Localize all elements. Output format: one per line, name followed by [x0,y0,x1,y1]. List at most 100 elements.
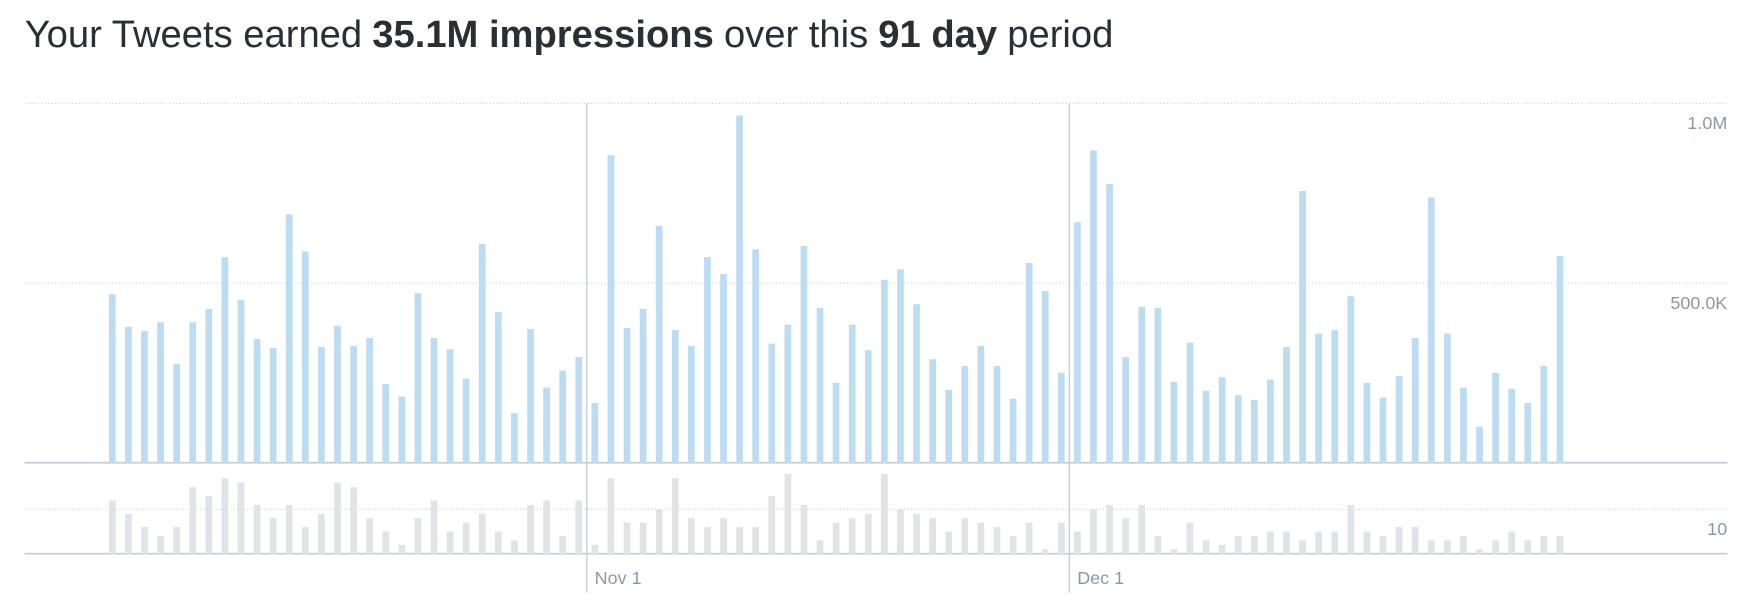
bar [1540,366,1548,463]
bar [446,531,454,554]
bar [655,509,663,554]
bar [221,257,229,463]
bar [929,518,936,554]
bar [671,478,679,554]
bar [655,225,663,463]
bar [350,487,357,554]
bar [301,251,309,463]
bar [1090,509,1097,554]
bar [1186,342,1194,463]
bar [1267,379,1274,463]
bar [639,522,647,554]
bar [559,535,567,554]
bar [1315,333,1323,463]
bar [993,527,1001,554]
bar [752,527,760,554]
bar [1379,535,1387,554]
y-tick-label: 500.0K [1670,293,1727,313]
bar [848,324,856,463]
bar [1508,531,1516,554]
bar [1122,357,1130,463]
bar [334,482,341,554]
bar [511,413,518,463]
bar [366,518,374,554]
headline-segment: 91 day [878,13,998,56]
bar [881,279,888,463]
bar [1202,540,1210,554]
bar [800,246,808,463]
bar [704,527,711,554]
x-tick-label: Dec 1 [1077,568,1124,588]
bar [720,518,727,554]
bar [1460,387,1467,463]
bar [1395,376,1403,463]
bar [945,389,953,463]
bar [141,331,148,463]
y-tick-label: 10 [1707,519,1727,539]
bar [189,322,197,463]
bar [1009,535,1017,554]
bar [784,324,792,463]
bar [559,370,567,463]
bar [1138,504,1146,554]
bar [1057,372,1065,463]
bar [527,329,534,463]
bar [591,544,599,554]
bar [269,348,277,463]
bar [1347,504,1355,554]
bar [1154,307,1162,463]
bar [961,518,969,554]
bar [173,363,181,463]
bar [639,308,647,463]
bar [1524,403,1532,463]
bar [398,396,406,463]
bar [414,293,422,463]
bar [1025,262,1033,463]
bar [1122,518,1130,554]
bar [1186,522,1194,554]
bar [285,504,293,554]
bar [543,387,550,463]
bar [1170,381,1178,463]
bar [382,531,390,554]
bar [897,509,904,554]
bar [1041,290,1049,463]
bar [1395,527,1403,554]
bar [446,349,454,463]
bar [1170,549,1178,554]
bar [977,522,985,554]
bar [864,350,872,463]
bar [1347,296,1355,463]
bar [125,513,132,554]
bar [125,326,132,463]
bar [671,330,679,463]
bar [1299,191,1306,463]
bar [1508,388,1516,463]
bar [1315,531,1323,554]
bar [478,243,486,463]
bar [720,274,727,463]
bar [736,115,743,463]
bar [527,504,534,554]
bar [1363,531,1371,554]
bar [1202,390,1210,463]
bar [575,500,583,554]
bar [687,518,695,554]
bar [1379,397,1387,463]
bar [1299,540,1306,554]
bar [1540,535,1548,554]
bar [1250,399,1258,463]
headline-segment: over this [724,13,868,56]
bar [1427,197,1435,463]
bar [1283,531,1290,554]
x-tick-label: Nov 1 [595,568,642,588]
bar [1218,544,1226,554]
bar [607,155,615,463]
bar [1234,395,1242,463]
headline-segment: 35.1M impressions [372,13,714,56]
bar [1138,306,1146,463]
bar [221,478,229,554]
bar [318,347,325,463]
bar [269,518,277,554]
bar [1234,535,1242,554]
